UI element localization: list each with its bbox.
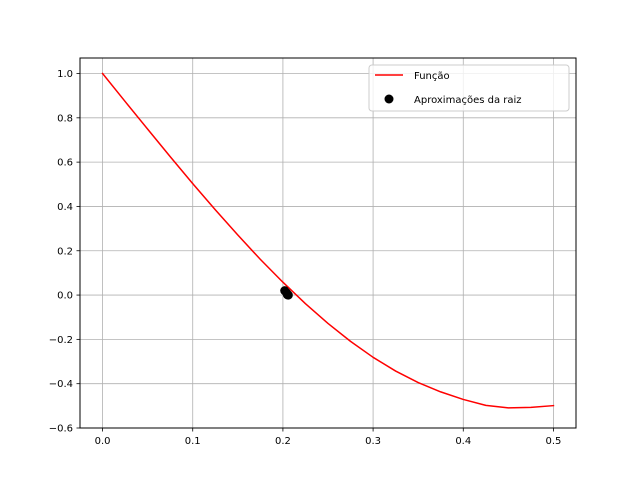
- legend-label-funcao: Função: [414, 71, 450, 82]
- y-tick-label: 0.0: [57, 291, 73, 302]
- root-approximation-point: [283, 290, 293, 300]
- x-tick-label: 0.3: [365, 436, 381, 447]
- legend-box: [368, 64, 570, 112]
- x-tick-label: 0.4: [455, 436, 471, 447]
- x-tick-label: 0.0: [95, 436, 111, 447]
- legend-label-aproximacoes: Aproximações da raiz: [414, 95, 522, 106]
- x-tick-label: 0.1: [185, 436, 201, 447]
- y-tick-label: −0.2: [49, 335, 73, 346]
- y-tick-label: −0.6: [49, 424, 73, 435]
- y-tick-label: 1.0: [57, 69, 73, 80]
- x-tick-label: 0.5: [546, 436, 562, 447]
- y-tick-label: −0.4: [49, 379, 73, 390]
- y-tick-label: 0.2: [57, 246, 73, 257]
- y-tick-label: 0.4: [57, 202, 73, 213]
- axes-frame: [79, 57, 577, 429]
- series-group: [101, 72, 555, 409]
- y-tick-label: 0.6: [57, 158, 73, 169]
- x-tick-label: 0.2: [275, 436, 291, 447]
- y-tick-label: 0.8: [57, 113, 73, 124]
- axis-ticks: 0.0 0.1 0.2 0.3 0.4 0.5 1.0 0.8 0.6 0.4 0.2 0.0 −0.2…: [49, 69, 562, 447]
- legend-marker-swatch: [384, 94, 394, 104]
- function-curve: [101, 72, 555, 409]
- plot-area: [80, 58, 576, 428]
- legend: Função Aproximações da raiz: [368, 64, 570, 112]
